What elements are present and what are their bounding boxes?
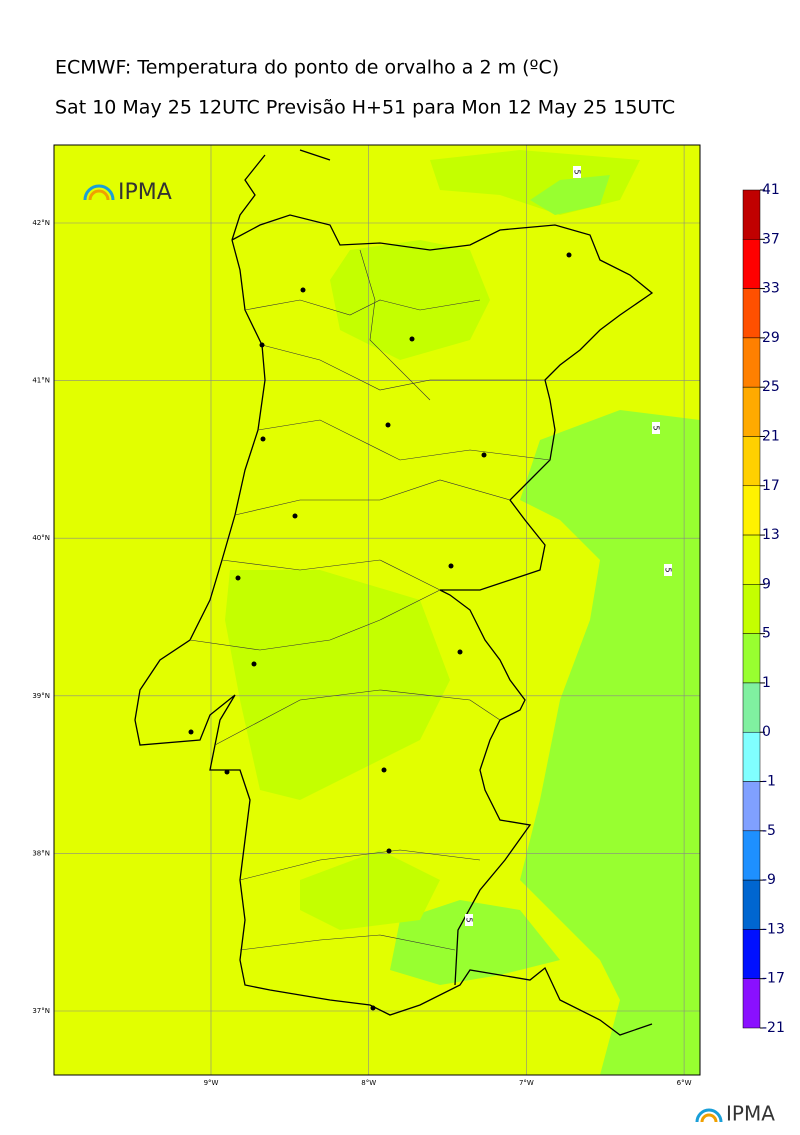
contour-label: 5: [465, 917, 474, 922]
colorbar-segment: [742, 929, 761, 979]
colorbar-label: 0: [762, 724, 771, 740]
colorbar-segment: [742, 879, 761, 930]
colorbar: 41 37 33 29 25 21 17 13 9 5 1 0 -1 -5 -9 -13 -17 -21: [742, 182, 785, 1036]
colorbar-segment: [742, 239, 761, 289]
border: [231, 214, 654, 986]
contour-label-box: [573, 166, 581, 178]
coastlines: [134, 149, 654, 1036]
cities: [188, 252, 572, 1011]
contour-label-box: [664, 564, 672, 576]
districts: [189, 249, 551, 951]
field-zone: [225, 570, 450, 800]
colorbar-label: -1: [762, 774, 776, 790]
colorbar-label: 5: [762, 626, 771, 642]
footer-logo: IPMA: [695, 1102, 775, 1126]
colorbar-segment: [742, 633, 761, 684]
latitude-label: 41°N: [32, 377, 50, 385]
colorbar-segment: [742, 386, 761, 437]
colorbar-label: 37: [762, 231, 780, 247]
colorbar-segment: [742, 288, 761, 339]
graticule: 42°N 41°N 40°N 39°N 38°N 37°N 9°W 8°W 7°W 6°W: [32, 145, 700, 1087]
colorbar-label: -21: [762, 1020, 785, 1036]
colorbar-segment: [742, 337, 761, 388]
colorbar-segment: [742, 584, 761, 634]
map-field: [54, 145, 700, 1075]
contour-label-box: [465, 914, 473, 926]
colorbar-label: -9: [762, 872, 776, 888]
latitude-label: 39°N: [32, 692, 50, 700]
colorbar-segment: [742, 534, 761, 585]
colorbar-segment: [742, 731, 761, 782]
logo-text: IPMA: [118, 180, 172, 205]
latitude-label: 40°N: [32, 534, 50, 542]
colorbar-label: 13: [762, 527, 780, 543]
title: ECMWF: Temperatura do ponto de orvalho a…: [55, 57, 559, 79]
field-zone: [300, 850, 440, 930]
colorbar-label: 17: [762, 478, 780, 494]
longitude-label: 6°W: [677, 1079, 692, 1087]
longitude-label: 8°W: [361, 1079, 376, 1087]
field-zone: [330, 240, 490, 360]
colorbar-segment: [742, 682, 761, 733]
colorbar-label: 1: [762, 675, 771, 691]
colorbar-label: 29: [762, 330, 780, 346]
colorbar-label: 25: [762, 379, 780, 395]
colorbar-label: -17: [762, 971, 785, 987]
longitude-label: 9°W: [204, 1079, 219, 1087]
colorbar-label: 41: [762, 182, 780, 198]
district-line: [189, 249, 551, 951]
colorbar-segment: [742, 436, 761, 487]
field-zone: [520, 410, 700, 1075]
colorbar-segment: [742, 485, 761, 536]
field-zone: [530, 175, 610, 215]
map-frame: [53, 144, 701, 1076]
longitude-label: 7°W: [519, 1079, 534, 1087]
colorbar-label: 33: [762, 281, 780, 297]
coast: [134, 239, 653, 1036]
map-logo: IPMA: [83, 180, 172, 205]
latitude-label: 37°N: [32, 1007, 50, 1015]
contour-label: 5: [652, 425, 661, 430]
colorbar-segment: [742, 978, 761, 1029]
logo-text: IPMA: [726, 1102, 775, 1126]
colorbar-segment: [742, 781, 761, 832]
colorbar-label: 9: [762, 576, 771, 592]
field-zone: [390, 900, 560, 985]
colorbar-segment: [742, 189, 761, 240]
colorbar-label: -5: [762, 823, 776, 839]
colorbar-segment: [742, 830, 761, 881]
contour-labels: 5 5 5 5: [465, 166, 673, 926]
contour-label-box: [652, 422, 660, 434]
colorbar-label: 21: [762, 428, 780, 444]
latitude-label: 38°N: [32, 849, 50, 857]
subtitle: Sat 10 May 25 12UTC Previsão H+51 para M…: [55, 97, 675, 119]
contour-label: 5: [573, 169, 582, 174]
contour-label: 5: [664, 567, 673, 572]
latitude-label: 42°N: [32, 219, 50, 227]
coast: [231, 149, 331, 241]
colorbar-label: -13: [762, 921, 785, 937]
